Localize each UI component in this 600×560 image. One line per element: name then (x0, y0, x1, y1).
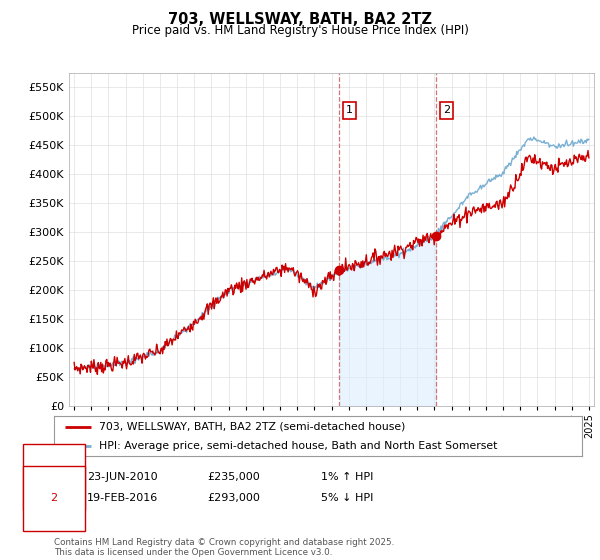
Text: 1: 1 (346, 105, 353, 115)
Text: 703, WELLSWAY, BATH, BA2 2TZ: 703, WELLSWAY, BATH, BA2 2TZ (168, 12, 432, 27)
Text: £293,000: £293,000 (207, 493, 260, 503)
Text: 703, WELLSWAY, BATH, BA2 2TZ (semi-detached house): 703, WELLSWAY, BATH, BA2 2TZ (semi-detac… (99, 422, 405, 432)
Text: 23-JUN-2010: 23-JUN-2010 (87, 472, 158, 482)
Text: 5% ↓ HPI: 5% ↓ HPI (321, 493, 373, 503)
Text: Contains HM Land Registry data © Crown copyright and database right 2025.
This d: Contains HM Land Registry data © Crown c… (54, 538, 394, 557)
Text: 1: 1 (50, 472, 58, 482)
Text: £235,000: £235,000 (207, 472, 260, 482)
Text: 1% ↑ HPI: 1% ↑ HPI (321, 472, 373, 482)
Text: 19-FEB-2016: 19-FEB-2016 (87, 493, 158, 503)
Text: HPI: Average price, semi-detached house, Bath and North East Somerset: HPI: Average price, semi-detached house,… (99, 441, 497, 450)
Text: 2: 2 (50, 493, 58, 503)
Text: 2: 2 (443, 105, 450, 115)
Text: Price paid vs. HM Land Registry's House Price Index (HPI): Price paid vs. HM Land Registry's House … (131, 24, 469, 36)
